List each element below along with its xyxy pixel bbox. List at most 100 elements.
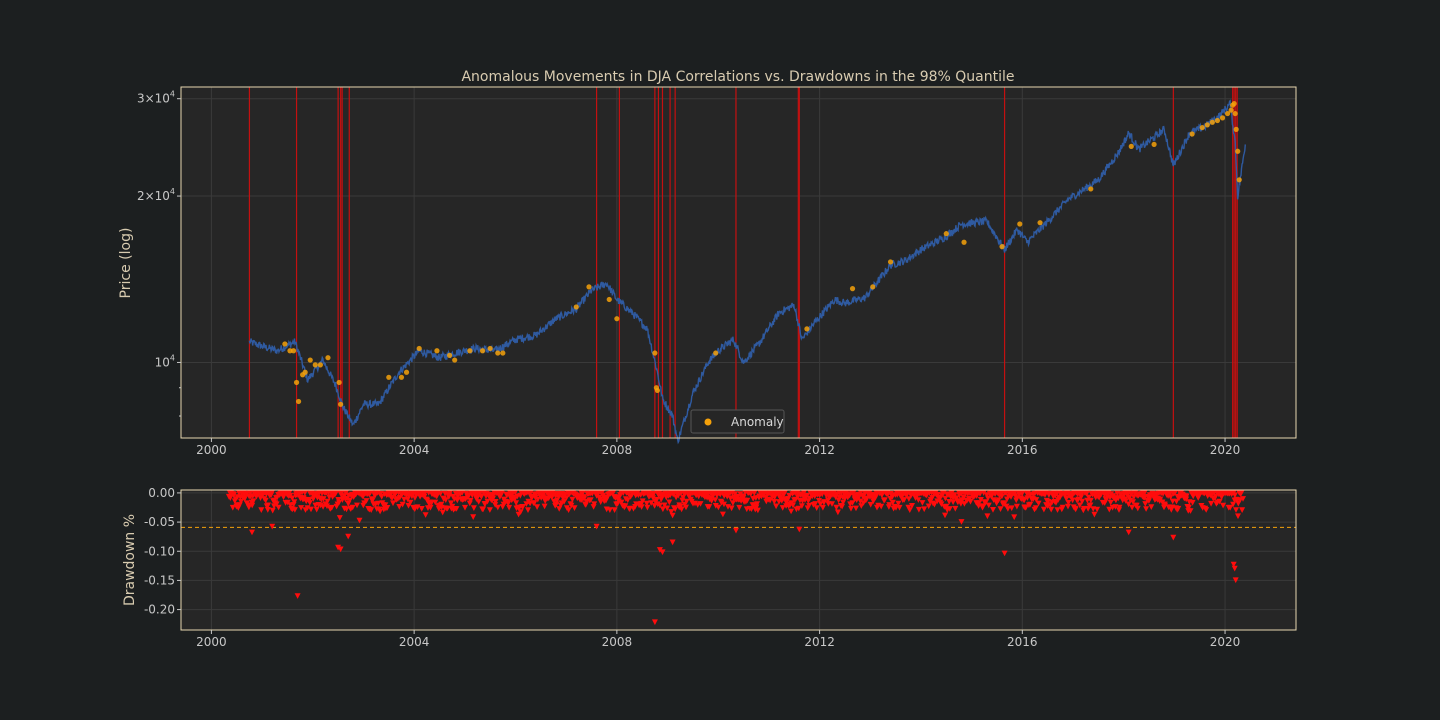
drawdown-point [262,497,269,504]
drawdown-point [867,501,874,508]
drawdown-point [798,503,805,509]
drawdown-point [384,505,391,511]
drawdown-point [531,500,538,506]
drawdown-point [998,493,1005,500]
price-y-tick-coef: 10 [155,355,170,369]
anomaly-point [336,379,342,386]
drawdown-point [587,497,594,503]
drawdown-point [273,501,280,508]
drawdown-point [733,527,739,534]
drawdown-point [494,504,501,511]
anomaly-point [467,348,473,354]
drawdown-point [950,499,957,506]
drawdown-point [1008,494,1014,500]
drawdown-point [895,500,902,507]
drawdown-point [1185,504,1192,511]
anomaly-point [999,244,1005,250]
legend-anomaly-marker [704,418,712,426]
drawdown-point [258,507,265,513]
drawdown-point [771,498,778,505]
drawdown-point [1048,506,1055,513]
drawdown-point [422,512,429,518]
drawdown-point [511,497,518,503]
drawdown-point [399,501,406,508]
drawdown-point [721,501,727,508]
drawdown-y-axis-label: Drawdown % [122,514,138,606]
drawdown-point [432,499,439,506]
drawdown-point [462,504,468,511]
price-y-axis-label: Price (log) [118,228,134,299]
drawdown-point [664,505,671,512]
drawdown-point [925,503,932,510]
drawdown-point [1233,507,1239,513]
drawdown-point [1125,529,1132,536]
drawdown-point [291,507,298,513]
drawdown-x-tick-label: 2004 [399,635,430,649]
drawdown-point [590,504,597,510]
drawdown-point [336,515,343,521]
drawdown-point [669,512,676,519]
drawdown-point [301,490,308,496]
drawdown-point [470,514,477,520]
drawdown-y-tick-label: -0.10 [144,544,175,558]
drawdown-point [1059,504,1066,511]
anomaly-point [849,286,856,292]
drawdown-axes-background [181,490,1296,630]
anomaly-point [452,357,458,363]
drawdown-point [942,512,948,519]
anomaly-point [1017,221,1023,227]
drawdown-point [569,496,576,503]
drawdown-point [606,507,613,513]
drawdown-point [1013,503,1020,510]
drawdown-point [1033,497,1040,503]
drawdown-point [952,505,959,512]
drawdown-point [921,506,928,513]
drawdown-point [650,495,656,501]
drawdown-point [683,504,689,511]
drawdown-point [392,491,399,497]
price-x-ticks: 2000 2004 2008 2012 2016 2020 [196,438,1240,457]
anomaly-point [614,316,620,322]
drawdown-point [889,499,896,506]
drawdown-point [1240,496,1246,502]
drawdown-point [931,501,938,508]
anomaly-point [295,398,302,405]
drawdown-point [659,549,666,556]
drawdown-x-tick-label: 2000 [196,635,227,649]
drawdown-point [618,499,625,506]
drawdown-point [249,502,256,509]
anomaly-point [1236,177,1242,183]
drawdown-y-tick-label: -0.05 [144,515,175,529]
drawdown-point [1054,507,1061,513]
drawdown-x-ticks: 2000 2004 2008 2012 2016 2020 [196,630,1240,649]
anomaly-point [1231,100,1237,107]
anomaly-point [1232,110,1238,117]
drawdown-point [692,500,698,507]
legend-anomaly-label: Anomaly [731,415,784,429]
anomaly-point [1233,126,1239,133]
anomaly-point [804,326,810,332]
drawdown-point [1133,502,1140,509]
drawdown-point [571,505,578,511]
drawdown-point [1218,494,1225,500]
drawdown-point [853,505,859,512]
drawdown-point [712,497,719,503]
anomaly-points [282,100,1242,407]
drawdown-point [568,502,575,509]
drawdown-point [801,490,807,496]
drawdown-point [582,502,589,508]
drawdown-x-tick-label: 2016 [1007,635,1038,649]
anomaly-point [1199,124,1205,131]
drawdown-point [517,509,524,515]
drawdown-point [1125,501,1132,508]
drawdown-point [269,523,276,530]
drawdown-points [225,489,1246,626]
drawdown-point [1087,502,1094,509]
drawdown-point [227,495,234,501]
drawdown-point [324,498,331,505]
drawdown-point [470,505,477,511]
drawdown-point [337,546,344,553]
drawdown-point [990,497,997,503]
anomaly-point [1228,107,1234,113]
